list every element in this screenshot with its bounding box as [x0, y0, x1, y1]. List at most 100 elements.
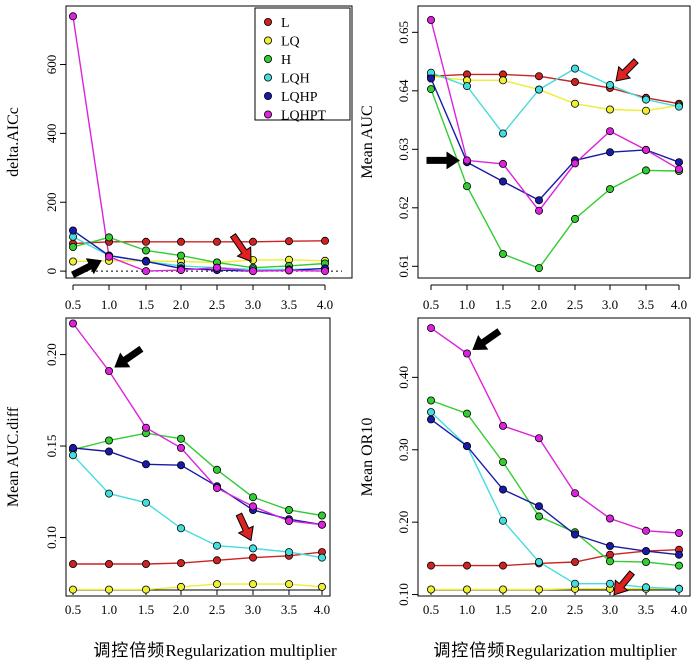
point-LQ	[69, 257, 78, 266]
x-tick-label: 2.0	[173, 297, 189, 312]
y-tick-label: 0.20	[396, 511, 411, 534]
point-H	[462, 182, 471, 191]
point-L	[606, 550, 615, 559]
point-LQH	[69, 451, 78, 460]
point-LQHP	[498, 177, 507, 186]
point-LQH	[675, 584, 684, 593]
point-H	[571, 214, 580, 223]
point-LQHPT	[212, 263, 221, 272]
point-LQH	[498, 516, 507, 525]
point-LQ	[284, 580, 293, 589]
point-H	[642, 166, 651, 175]
point-H	[426, 396, 435, 405]
series-line-LQHPT	[430, 19, 680, 212]
arrow-red	[615, 58, 639, 82]
x-tick-label: 3.5	[281, 602, 297, 617]
point-H	[248, 493, 257, 502]
series-line-LQ	[72, 259, 326, 264]
point-L	[141, 560, 150, 569]
point-LQ	[535, 585, 544, 594]
point-L	[426, 561, 435, 570]
series-line-LQ	[430, 75, 680, 112]
point-H	[606, 185, 615, 194]
point-H	[69, 242, 78, 251]
point-LQHP	[69, 443, 78, 452]
point-LQHP	[141, 460, 150, 469]
panel-1: 0 200 400 600 delta.AICc 0.5 1.0 1.5 2.0 2.5 3.0 3.…	[5, 5, 353, 312]
point-LQH	[642, 583, 651, 592]
arrow-red	[229, 233, 252, 263]
x-tick-label: 3.0	[245, 602, 261, 617]
point-L	[498, 561, 507, 570]
series-line-LQ	[73, 583, 323, 591]
x-tick-label: 0.5	[65, 297, 81, 312]
point-LQHPT	[248, 267, 257, 276]
y-tick-label: 0.10	[44, 526, 59, 549]
point-LQHPT	[69, 319, 78, 328]
point-LQH	[317, 553, 326, 562]
series-line-L	[431, 549, 680, 567]
x-tick-label: 1.0	[459, 297, 475, 312]
point-LQHP	[498, 485, 507, 494]
point-H	[535, 512, 544, 521]
point-L	[320, 236, 329, 245]
point-LQHPT	[535, 434, 544, 443]
series-line-H	[72, 432, 323, 517]
point-L	[212, 556, 221, 565]
y-tick-label: 0.40	[396, 366, 411, 389]
y-tick-label: 600	[44, 55, 59, 75]
point-LQHP	[535, 196, 544, 205]
point-L	[284, 237, 293, 246]
y-tick-label: 0.62	[396, 196, 411, 219]
point-LQHP	[675, 550, 684, 559]
x-tick-label: 1.0	[101, 297, 117, 312]
x-tick-label: 3.5	[281, 297, 297, 312]
point-L	[212, 237, 221, 246]
point-LQHPT	[675, 529, 684, 538]
legend-marker-LQ	[263, 36, 272, 45]
x-tick-label: 4.0	[317, 297, 333, 312]
point-LQHP	[426, 415, 435, 424]
x-tick-label: 0.5	[423, 602, 439, 617]
point-LQH	[606, 81, 615, 90]
point-LQHP	[535, 502, 544, 511]
legend-label-LQHPT: LQHPT	[281, 109, 327, 124]
point-H	[176, 434, 185, 443]
point-LQH	[284, 548, 293, 557]
series-line-LQHPT	[430, 327, 680, 534]
point-H	[284, 505, 293, 514]
point-H	[426, 85, 435, 94]
point-LQ	[141, 585, 150, 594]
arrow-black	[472, 328, 502, 351]
point-LQ	[426, 585, 435, 594]
point-LQ	[571, 99, 580, 108]
point-LQ	[642, 106, 651, 115]
x-tick-label: 2.5	[567, 602, 583, 617]
point-LQ	[462, 585, 471, 594]
point-LQHPT	[317, 520, 326, 529]
point-LQH	[571, 64, 580, 73]
x-tick-label: 0.5	[65, 602, 81, 617]
point-LQHP	[176, 461, 185, 470]
x-tick-label: 2.0	[531, 602, 547, 617]
y-tick-label: 0.65	[396, 21, 411, 44]
series-line-H	[430, 399, 680, 567]
point-LQHP	[642, 547, 651, 556]
point-H	[105, 436, 114, 445]
point-L	[248, 553, 257, 562]
legend-marker-H	[263, 55, 272, 64]
point-L	[571, 558, 580, 567]
panel-4: 0.10 0.20 0.30 0.40 Mean OR10 0.5 1.0 1.5 2.0 2.5…	[359, 317, 691, 617]
panel-3: 0.10 0.15 0.20 Mean AUC.diff 0.5 1.0 1.5 2.0 2.5…	[5, 317, 331, 617]
y-axis-label: delta.AICc	[5, 107, 22, 177]
point-LQHPT	[69, 12, 78, 21]
point-LQH	[212, 541, 221, 550]
y-tick-label: 0	[44, 268, 59, 275]
y-tick-label: 0.20	[44, 343, 59, 366]
point-LQHPT	[176, 266, 185, 275]
point-LQH	[498, 129, 507, 138]
point-H	[105, 233, 114, 242]
series-line-LQHP	[72, 447, 323, 526]
point-H	[141, 246, 150, 255]
